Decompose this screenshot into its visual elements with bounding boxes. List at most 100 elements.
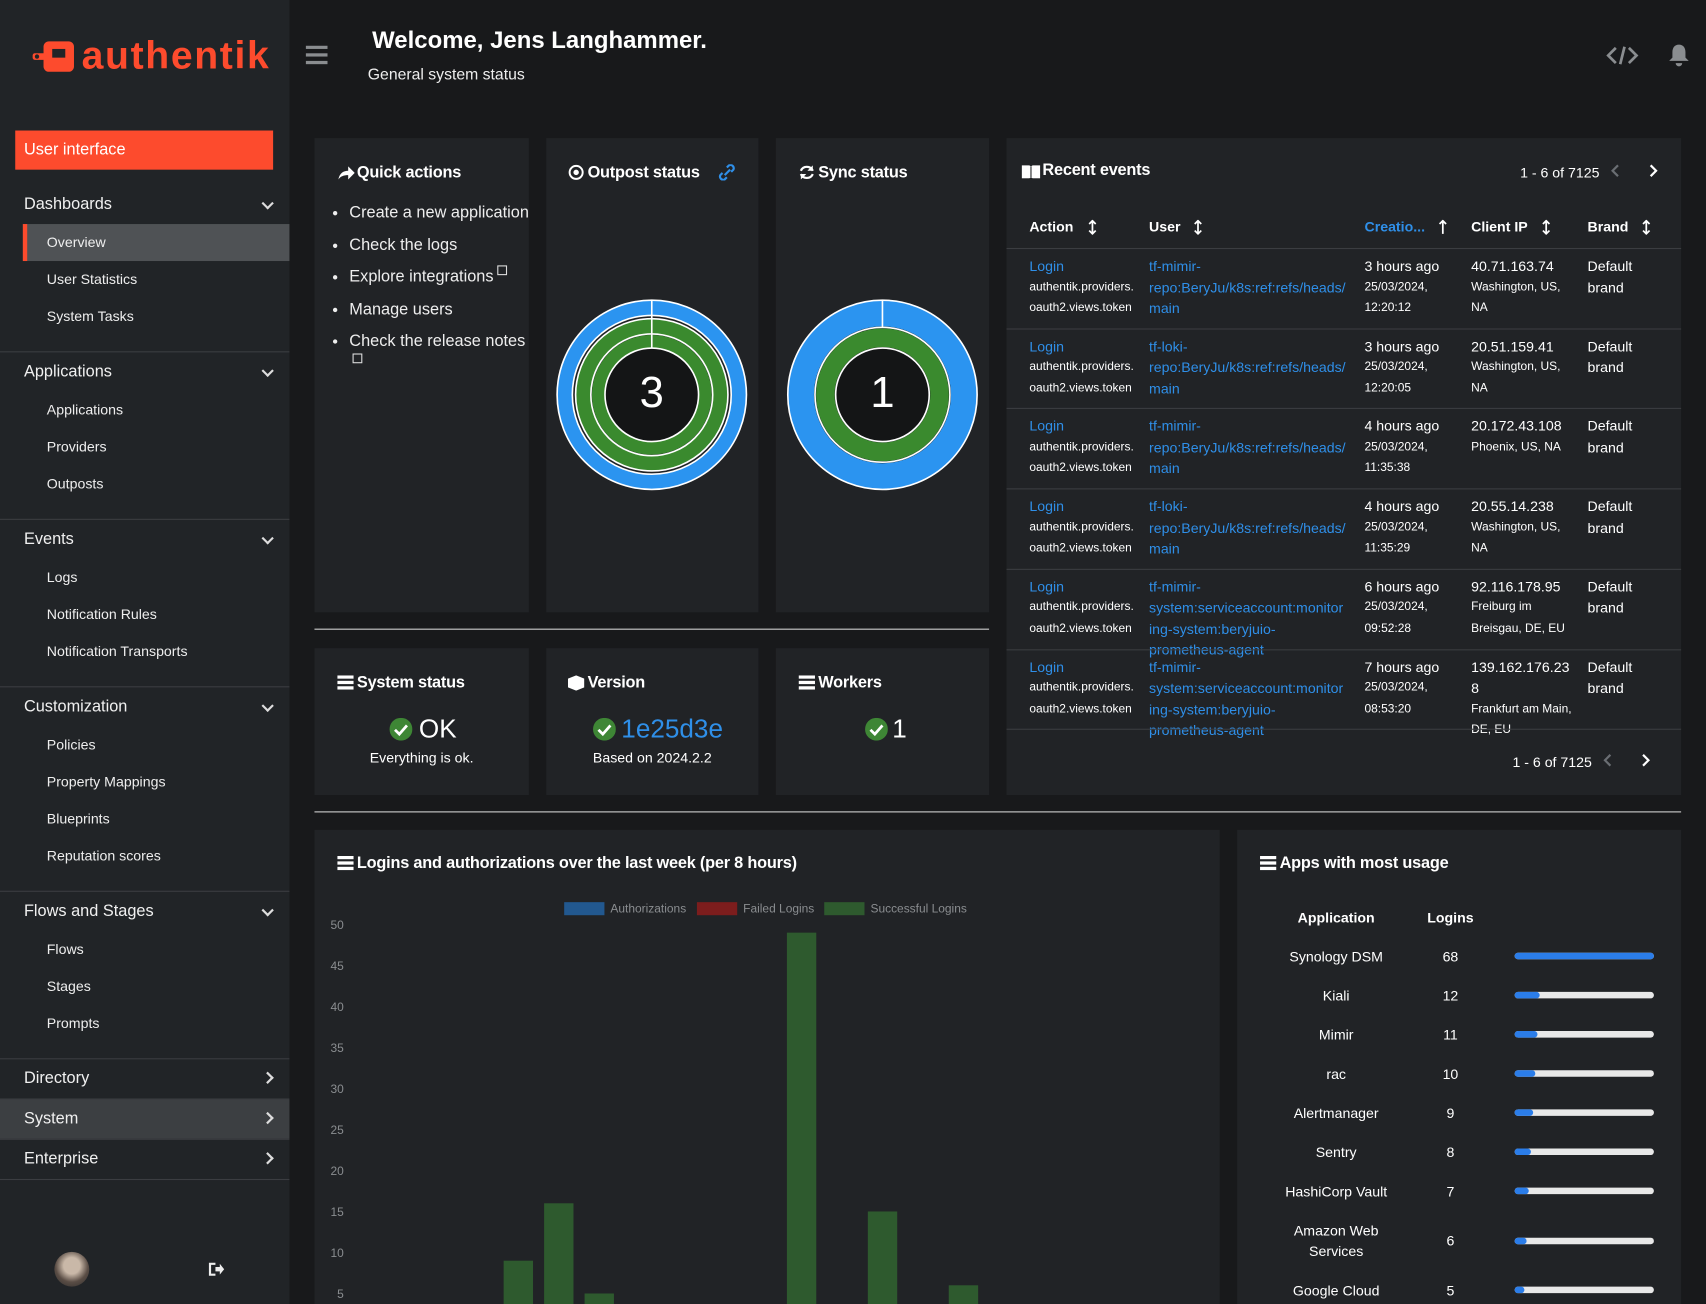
nav-item[interactable]: Outposts bbox=[46, 475, 104, 492]
row-divider bbox=[1006, 247, 1682, 250]
action-link[interactable]: Login bbox=[1029, 337, 1064, 355]
sort-icon[interactable] bbox=[1438, 219, 1447, 235]
sort-icon[interactable] bbox=[1542, 219, 1551, 235]
nav-item[interactable]: Prompts bbox=[46, 1014, 100, 1032]
version-card bbox=[546, 648, 759, 796]
action-app: authentik.providers.oauth2.views.token bbox=[1029, 520, 1134, 555]
link-icon[interactable] bbox=[718, 164, 735, 181]
icon bbox=[1260, 855, 1277, 871]
sort-icon[interactable] bbox=[1194, 219, 1203, 235]
nav-item[interactable]: Policies bbox=[46, 736, 96, 753]
nav-item[interactable]: User Statistics bbox=[46, 270, 138, 288]
user-cell: tf-loki-repo:BeryJu/k8s:ref:refs/heads/m… bbox=[1149, 336, 1346, 400]
quick-action-link[interactable]: Check the release notes bbox=[349, 332, 525, 374]
nav-item[interactable]: Overview bbox=[22, 224, 290, 262]
nav-item[interactable]: Applications bbox=[46, 401, 124, 418]
nav-item[interactable]: Stages bbox=[46, 977, 91, 995]
column-header[interactable]: Brand bbox=[1587, 218, 1629, 235]
user-link[interactable]: tf-loki-repo:BeryJu/k8s:ref:refs/heads/m… bbox=[1149, 498, 1346, 557]
notification-icon[interactable] bbox=[1668, 44, 1690, 68]
page-title: Welcome, Jens Langhammer. bbox=[372, 26, 707, 54]
pagination: 1 - 6 of 7125 bbox=[1520, 164, 1600, 181]
user-link[interactable]: tf-mimir-repo:BeryJu/k8s:ref:refs/heads/… bbox=[1149, 418, 1346, 477]
menu-icon[interactable] bbox=[305, 45, 328, 66]
quick-action-link[interactable]: Create a new application bbox=[349, 203, 529, 222]
created-relative: 7 hours ago bbox=[1364, 658, 1440, 675]
divider bbox=[314, 628, 990, 630]
status-detail: Everything is ok. bbox=[369, 749, 474, 766]
nav-item[interactable]: Reputation scores bbox=[46, 847, 161, 864]
created-cell: 4 hours ago 25/03/2024, 11:35:29 bbox=[1364, 496, 1458, 560]
action-cell: Login authentik.providers.oauth2.views.to… bbox=[1029, 496, 1138, 560]
nav-section-header[interactable]: Customization bbox=[0, 687, 289, 726]
column-header[interactable]: Action bbox=[1029, 218, 1074, 235]
user-cell: tf-mimir-system:serviceaccount:monitorin… bbox=[1149, 576, 1346, 661]
version-value[interactable]: 1e25d3e bbox=[621, 714, 723, 744]
nav-section-header[interactable]: Applications bbox=[0, 352, 289, 391]
column-header[interactable]: Creatio... bbox=[1364, 218, 1426, 235]
user-link[interactable]: tf-mimir-system:serviceaccount:monitorin… bbox=[1149, 578, 1344, 659]
api-icon[interactable] bbox=[1606, 45, 1639, 67]
nav-item[interactable]: Property Mappings bbox=[46, 773, 166, 790]
logo-icon bbox=[32, 41, 74, 72]
card-title: Apps with most usage bbox=[1279, 853, 1449, 873]
created-relative: 4 hours ago bbox=[1364, 498, 1440, 515]
created-cell: 3 hours ago 25/03/2024, 12:20:05 bbox=[1364, 336, 1458, 400]
action-cell: Login authentik.providers.oauth2.views.to… bbox=[1029, 416, 1138, 480]
action-link[interactable]: Login bbox=[1029, 257, 1064, 275]
nav-section-header[interactable]: Events bbox=[0, 520, 289, 559]
app-logins: 6 bbox=[1446, 1232, 1455, 1249]
sort-icon[interactable] bbox=[1088, 219, 1097, 235]
bar-cell bbox=[1489, 1054, 1663, 1093]
column-header[interactable]: Client IP bbox=[1471, 218, 1528, 235]
client-ip: 20.55.14.238 bbox=[1471, 498, 1554, 515]
action-link[interactable]: Login bbox=[1029, 578, 1064, 595]
bar bbox=[1514, 1031, 1538, 1038]
created-relative: 4 hours ago bbox=[1364, 418, 1440, 435]
pager-arrows[interactable] bbox=[1601, 753, 1655, 768]
nav-section-header[interactable]: System bbox=[0, 1099, 290, 1139]
outpost-donut bbox=[556, 299, 748, 491]
client-location: Washington, US, NA bbox=[1471, 280, 1561, 315]
user-link[interactable]: tf-mimir-system:serviceaccount:monitorin… bbox=[1149, 658, 1344, 739]
nav-section: Customization Policies Property Mappings Bl… bbox=[0, 686, 290, 890]
action-link[interactable]: Login bbox=[1029, 498, 1064, 515]
action-link[interactable]: Login bbox=[1029, 418, 1064, 435]
logout-icon[interactable] bbox=[208, 1262, 225, 1277]
nav-item[interactable]: Notification Rules bbox=[46, 605, 157, 623]
pager-arrows[interactable] bbox=[1608, 163, 1662, 178]
quick-action-link[interactable]: Explore integrations bbox=[349, 268, 506, 286]
quick-action-link[interactable]: Manage users bbox=[349, 299, 453, 319]
card-title: Workers bbox=[818, 673, 882, 692]
app-logins: 8 bbox=[1446, 1143, 1455, 1160]
nav-section-title: Events bbox=[23, 529, 74, 549]
brand-cell: Default brand bbox=[1588, 336, 1666, 378]
nav-section-header[interactable]: Enterprise bbox=[0, 1140, 289, 1179]
nav-section-header[interactable]: Dashboards bbox=[0, 185, 289, 224]
nav-item[interactable]: Notification Transports bbox=[46, 642, 188, 660]
sort-icon[interactable] bbox=[1642, 219, 1651, 235]
ip-cell: 92.116.178.95 Freiburg im Breisgau, DE, E… bbox=[1471, 576, 1573, 640]
nav-item[interactable]: System Tasks bbox=[46, 307, 134, 325]
client-location: Frankfurt am Main, DE, EU bbox=[1471, 702, 1572, 736]
nav-item[interactable]: Logs bbox=[46, 568, 78, 586]
column-header[interactable]: User bbox=[1149, 218, 1181, 235]
brand: Default brand bbox=[1587, 658, 1633, 697]
quick-action-link[interactable]: Check the logs bbox=[349, 235, 458, 254]
user-link[interactable]: tf-mimir-repo:BeryJu/k8s:ref:refs/heads/… bbox=[1149, 257, 1346, 317]
nav-item[interactable]: Providers bbox=[46, 438, 107, 455]
nav-section-header[interactable]: Directory bbox=[0, 1059, 289, 1098]
user-link[interactable]: tf-loki-repo:BeryJu/k8s:ref:refs/heads/m… bbox=[1149, 337, 1346, 397]
quick-action: Manage users bbox=[349, 297, 534, 321]
nav-section-header[interactable]: Flows and Stages bbox=[0, 892, 289, 931]
user-cell: tf-mimir-system:serviceaccount:monitorin… bbox=[1149, 656, 1346, 741]
user-interface-button[interactable]: User interface bbox=[15, 130, 274, 170]
nav-item[interactable]: Blueprints bbox=[46, 810, 110, 827]
icon bbox=[799, 165, 814, 180]
app-logins: 9 bbox=[1446, 1104, 1455, 1121]
nav-item[interactable]: Flows bbox=[46, 940, 84, 958]
bar-track bbox=[1514, 1031, 1654, 1038]
row-divider bbox=[1006, 328, 1682, 330]
avatar[interactable] bbox=[54, 1251, 90, 1287]
action-link[interactable]: Login bbox=[1029, 658, 1064, 675]
